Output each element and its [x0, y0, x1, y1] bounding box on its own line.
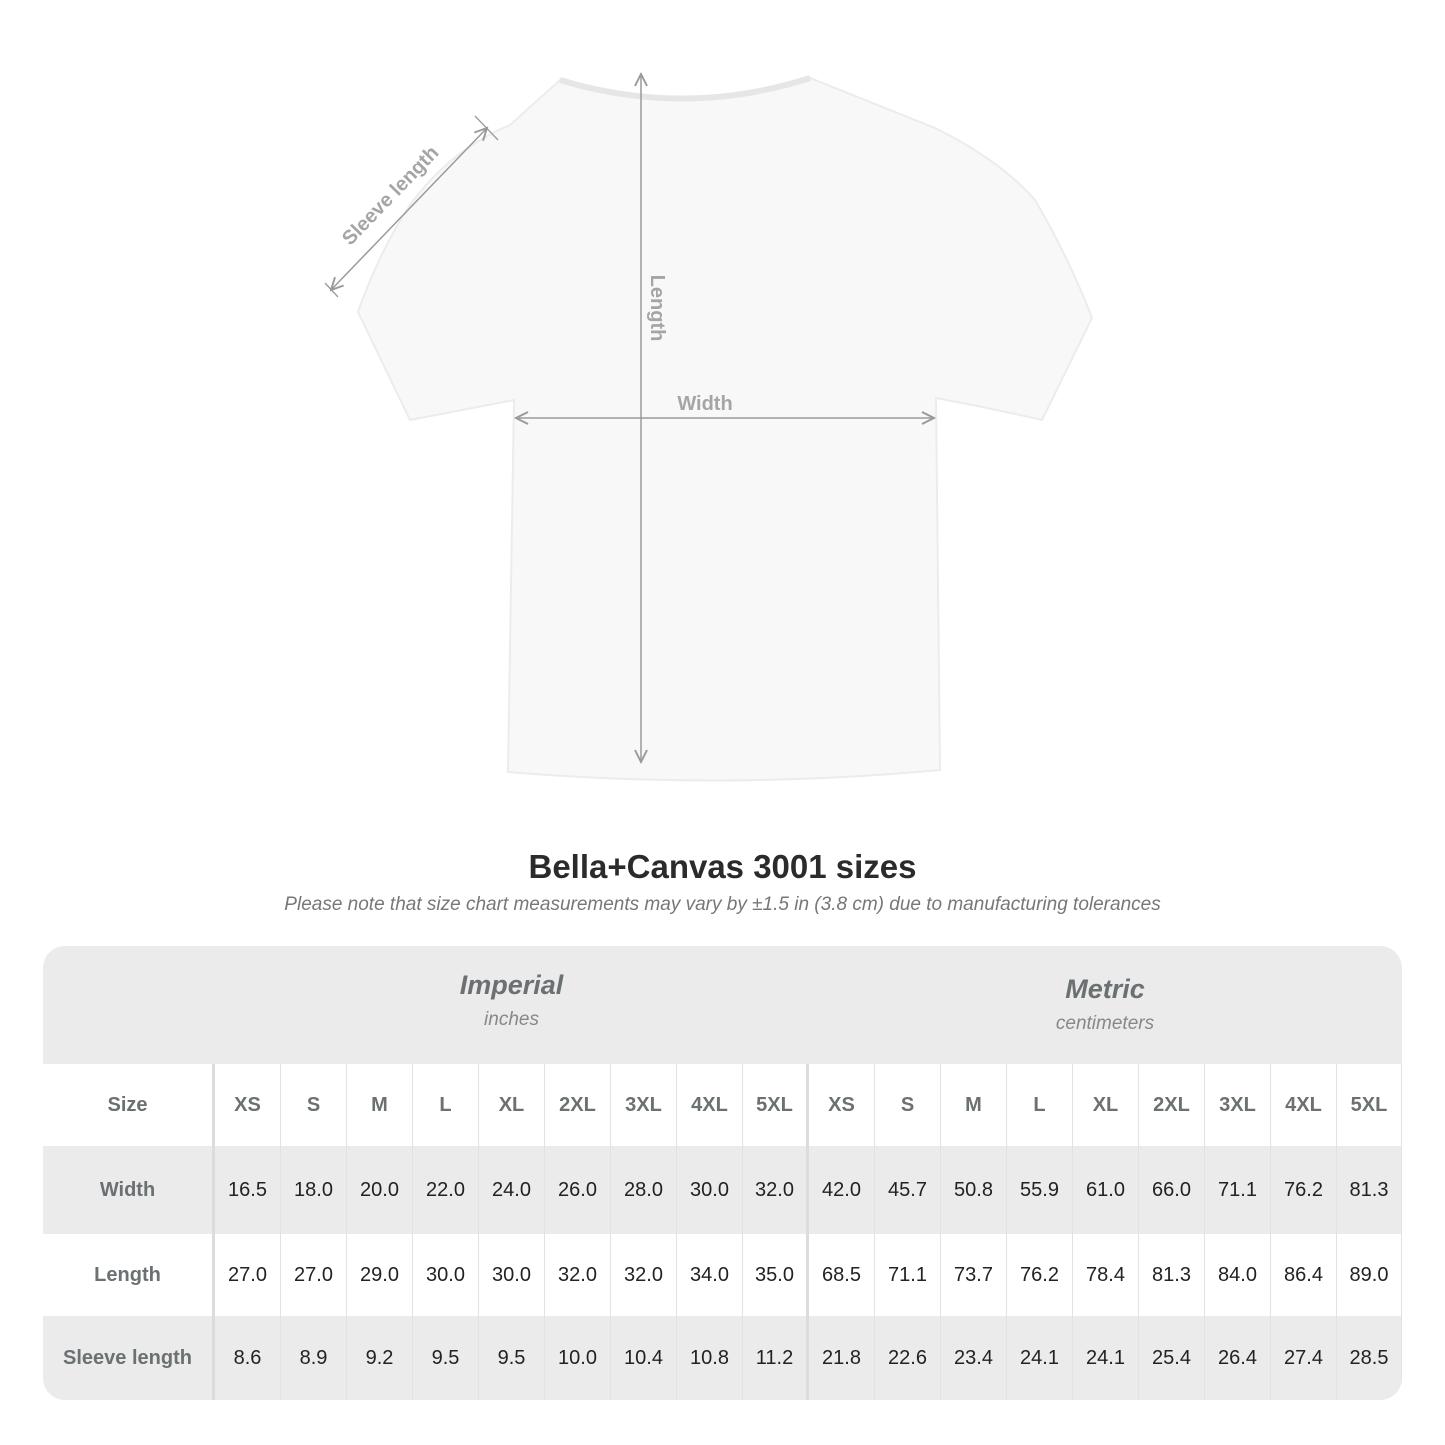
- value-cell-imperial: 28.0: [611, 1146, 677, 1234]
- value-cell-imperial: 30.0: [479, 1234, 545, 1316]
- value-cell-imperial: 11.2: [743, 1316, 809, 1400]
- value-cell-imperial: 27.0: [215, 1234, 281, 1316]
- value-cell-metric: 81.3: [1337, 1146, 1402, 1234]
- page-title: Bella+Canvas 3001 sizes: [528, 848, 917, 885]
- value-cell-imperial: 8.9: [281, 1316, 347, 1400]
- value-cell-imperial: 9.5: [479, 1316, 545, 1400]
- size-header-imperial: 3XL: [611, 1064, 677, 1146]
- value-cell-metric: 21.8: [809, 1316, 875, 1400]
- value-cell-metric: 76.2: [1007, 1234, 1073, 1316]
- value-cell-metric: 50.8: [941, 1146, 1007, 1234]
- value-cell-metric: 76.2: [1271, 1146, 1337, 1234]
- value-cell-imperial: 18.0: [281, 1146, 347, 1234]
- value-cell-metric: 23.4: [941, 1316, 1007, 1400]
- size-header-metric: 3XL: [1205, 1064, 1271, 1146]
- size-header-imperial: 4XL: [677, 1064, 743, 1146]
- row-label: Length: [43, 1234, 215, 1316]
- value-cell-metric: 45.7: [875, 1146, 941, 1234]
- row-label: Size: [43, 1064, 215, 1146]
- value-cell-metric: 84.0: [1205, 1234, 1271, 1316]
- value-cell-metric: 71.1: [1205, 1146, 1271, 1234]
- sleeve-line: [331, 128, 487, 290]
- width-label: Width: [677, 393, 732, 415]
- value-cell-imperial: 24.0: [479, 1146, 545, 1234]
- value-cell-imperial: 32.0: [545, 1234, 611, 1316]
- value-cell-metric: 89.0: [1337, 1234, 1402, 1316]
- value-cell-metric: 26.4: [1205, 1316, 1271, 1400]
- value-cell-imperial: 10.8: [677, 1316, 743, 1400]
- size-header-imperial: 2XL: [545, 1064, 611, 1146]
- metric-unit: centimeters: [1055, 1013, 1155, 1034]
- value-cell-imperial: 9.2: [347, 1316, 413, 1400]
- table-row: Length 27.0 27.0 29.0 30.0 30.0 32.0 32.0 34.0 35…: [43, 1234, 1402, 1316]
- imperial-unit: inches: [484, 1009, 539, 1030]
- value-cell-metric: 81.3: [1139, 1234, 1205, 1316]
- value-cell-metric: 25.4: [1139, 1316, 1205, 1400]
- size-header-imperial: M: [347, 1064, 413, 1146]
- size-header-metric: XL: [1073, 1064, 1139, 1146]
- value-cell-imperial: 32.0: [743, 1146, 809, 1234]
- value-cell-metric: 86.4: [1271, 1234, 1337, 1316]
- size-header-imperial: XS: [215, 1064, 281, 1146]
- size-table: Imperial inches Metric centimeters Size X…: [43, 946, 1402, 1400]
- row-label: Width: [43, 1146, 215, 1234]
- tshirt-diagram: Sleeve length Length Width: [324, 0, 1094, 782]
- value-cell-imperial: 10.4: [611, 1316, 677, 1400]
- value-cell-imperial: 29.0: [347, 1234, 413, 1316]
- value-cell-metric: 78.4: [1073, 1234, 1139, 1316]
- value-cell-imperial: 27.0: [281, 1234, 347, 1316]
- size-header-metric: S: [875, 1064, 941, 1146]
- value-cell-metric: 61.0: [1073, 1146, 1139, 1234]
- tolerance-note: Please note that size chart measurements…: [284, 894, 1161, 915]
- value-cell-imperial: 20.0: [347, 1146, 413, 1234]
- value-cell-metric: 71.1: [875, 1234, 941, 1316]
- value-cell-imperial: 10.0: [545, 1316, 611, 1400]
- value-cell-imperial: 16.5: [215, 1146, 281, 1234]
- size-header-metric: 2XL: [1139, 1064, 1205, 1146]
- value-cell-metric: 73.7: [941, 1234, 1007, 1316]
- table-row: Width 16.5 18.0 20.0 22.0 24.0 26.0 28.0 30.0 32.…: [43, 1146, 1402, 1234]
- tshirt-shape: [356, 76, 1094, 782]
- value-cell-metric: 68.5: [809, 1234, 875, 1316]
- table-row: Sleeve length 8.6 8.9 9.2 9.5 9.5 10.0 10.4 10.8…: [43, 1316, 1402, 1400]
- value-cell-metric: 66.0: [1139, 1146, 1205, 1234]
- size-header-metric: 4XL: [1271, 1064, 1337, 1146]
- size-header-metric: L: [1007, 1064, 1073, 1146]
- metric-title: Metric: [1065, 974, 1145, 1004]
- size-header-imperial: XL: [479, 1064, 545, 1146]
- value-cell-imperial: 8.6: [215, 1316, 281, 1400]
- size-header-metric: 5XL: [1337, 1064, 1402, 1146]
- row-label: Sleeve length: [43, 1316, 215, 1400]
- size-header-imperial: 5XL: [743, 1064, 809, 1146]
- value-cell-imperial: 30.0: [677, 1146, 743, 1234]
- value-cell-imperial: 32.0: [611, 1234, 677, 1316]
- value-cell-imperial: 35.0: [743, 1234, 809, 1316]
- size-header-imperial: S: [281, 1064, 347, 1146]
- value-cell-metric: 55.9: [1007, 1146, 1073, 1234]
- metric-header: Metric centimeters: [808, 950, 1402, 1068]
- size-header-imperial: L: [413, 1064, 479, 1146]
- value-cell-imperial: 22.0: [413, 1146, 479, 1234]
- value-cell-metric: 42.0: [809, 1146, 875, 1234]
- value-cell-metric: 27.4: [1271, 1316, 1337, 1400]
- value-cell-metric: 24.1: [1007, 1316, 1073, 1400]
- value-cell-imperial: 9.5: [413, 1316, 479, 1400]
- value-cell-metric: 28.5: [1337, 1316, 1402, 1400]
- value-cell-imperial: 34.0: [677, 1234, 743, 1316]
- length-label: Length: [646, 275, 668, 342]
- value-cell-imperial: 26.0: [545, 1146, 611, 1234]
- value-cell-metric: 24.1: [1073, 1316, 1139, 1400]
- imperial-header: Imperial inches: [215, 946, 808, 1064]
- size-header-metric: XS: [809, 1064, 875, 1146]
- value-cell-metric: 22.6: [875, 1316, 941, 1400]
- size-header-row: Size XS S M L XL 2XL 3XL 4XL 5XL XS S M L XL 2XL 3XL 4XL 5…: [43, 1064, 1402, 1146]
- value-cell-imperial: 30.0: [413, 1234, 479, 1316]
- size-header-metric: M: [941, 1064, 1007, 1146]
- imperial-title: Imperial: [459, 970, 564, 1000]
